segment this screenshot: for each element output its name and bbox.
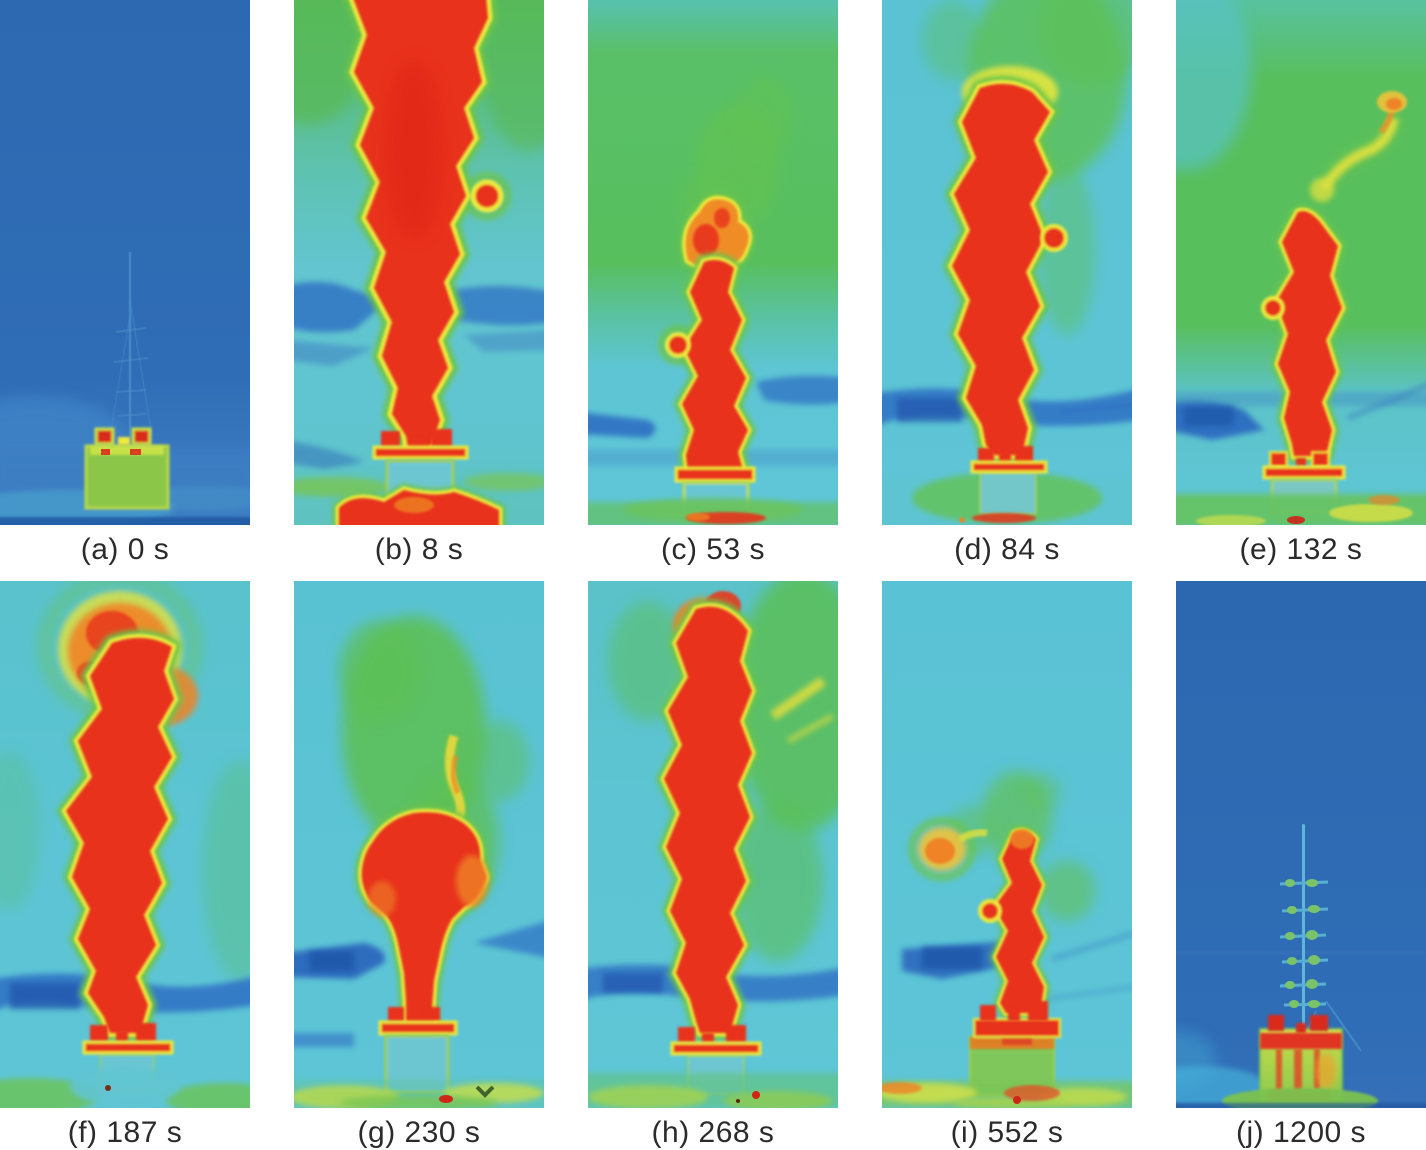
caption-a: (a) 0 s [80,533,170,566]
caption-d: (d) 84 s [954,533,1060,566]
thermal-image-b [294,0,544,525]
panel-h: (h) 268 s [588,581,838,1150]
figure-row-1: (a) 0 s [0,0,1426,581]
panel-i: (i) 552 s [882,581,1132,1150]
figure-row-2: (f) 187 s [0,581,1426,1150]
thermal-image-h [588,581,838,1108]
thermal-image-c [588,0,838,525]
panel-e: (e) 132 s [1176,0,1426,581]
caption-b: (b) 8 s [374,533,464,566]
thermal-image-d [882,0,1132,525]
panel-b: (b) 8 s [294,0,544,581]
caption-i: (i) 552 s [950,1116,1064,1149]
panel-d: (d) 84 s [882,0,1132,581]
caption-g: (g) 230 s [357,1116,481,1149]
caption-c: (c) 53 s [660,533,766,566]
thermal-image-j [1176,581,1426,1108]
thermal-image-g [294,581,544,1108]
panel-a: (a) 0 s [0,0,250,581]
caption-j: (j) 1200 s [1235,1116,1367,1149]
panel-g: (g) 230 s [294,581,544,1150]
caption-h: (h) 268 s [651,1116,775,1149]
panel-j: (j) 1200 s [1176,581,1426,1150]
thermal-image-i [882,581,1132,1108]
caption-e: (e) 132 s [1239,533,1363,566]
panel-f: (f) 187 s [0,581,250,1150]
thermal-image-f [0,581,250,1108]
caption-f: (f) 187 s [67,1116,183,1149]
thermal-image-a [0,0,250,525]
thermal-image-e [1176,0,1426,525]
panel-c: (c) 53 s [588,0,838,581]
